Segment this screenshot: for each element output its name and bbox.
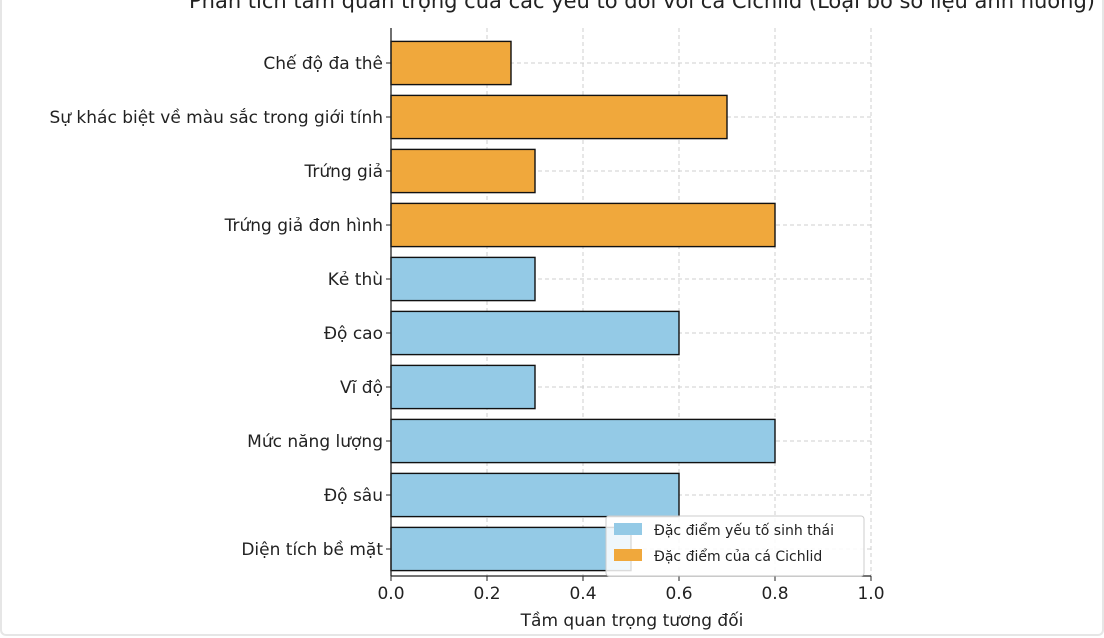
x-axis-label: Tầm quan trọng tương đối bbox=[520, 610, 744, 631]
category-label: Vĩ độ bbox=[340, 378, 383, 398]
bar bbox=[390, 148, 536, 194]
category-labels: Chế độ đa thê Sự khác biệt về màu sắc tro… bbox=[49, 53, 391, 560]
category-label: Chế độ đa thê bbox=[263, 53, 383, 74]
legend-swatch-cichlid bbox=[614, 549, 642, 561]
legend-box bbox=[605, 515, 865, 577]
bar bbox=[390, 202, 776, 248]
bar bbox=[390, 526, 632, 572]
category-label: Sự khác biệt về màu sắc trong giới tính bbox=[49, 107, 383, 128]
x-tick-label: 0.6 bbox=[665, 584, 692, 604]
category-label: Độ cao bbox=[324, 324, 383, 344]
category-label: Mức năng lượng bbox=[247, 432, 383, 452]
bar bbox=[390, 418, 776, 464]
legend-label-ecological: Đặc điểm yếu tố sinh thái bbox=[654, 522, 834, 539]
x-tick-label: 0.0 bbox=[377, 584, 404, 604]
legend-swatch-ecological bbox=[614, 523, 642, 535]
chart-title: Phân tích tầm quan trọng của các yếu tố … bbox=[189, 0, 1095, 13]
category-label: Trứng giả bbox=[303, 162, 383, 182]
bars bbox=[390, 40, 776, 572]
category-label: Kẻ thù bbox=[328, 270, 383, 290]
bar bbox=[390, 472, 680, 518]
bar bbox=[390, 94, 728, 140]
x-tick-labels: 0.0 0.2 0.4 0.6 0.8 1.0 bbox=[377, 576, 885, 604]
x-tick-label: 0.8 bbox=[761, 584, 788, 604]
bar bbox=[390, 310, 680, 356]
category-label: Diện tích bề mặt bbox=[241, 539, 383, 560]
bar bbox=[390, 256, 536, 302]
category-label: Độ sâu bbox=[324, 486, 383, 506]
x-tick-label: 1.0 bbox=[857, 584, 884, 604]
category-label: Trứng giả đơn hình bbox=[224, 216, 383, 236]
bar bbox=[390, 364, 536, 410]
x-tick-label: 0.2 bbox=[473, 584, 500, 604]
legend: Đặc điểm yếu tố sinh thái Đặc điểm của c… bbox=[605, 515, 865, 577]
bar bbox=[390, 40, 512, 86]
legend-label-cichlid: Đặc điểm của cá Cichlid bbox=[654, 548, 822, 565]
x-tick-label: 0.4 bbox=[569, 584, 596, 604]
